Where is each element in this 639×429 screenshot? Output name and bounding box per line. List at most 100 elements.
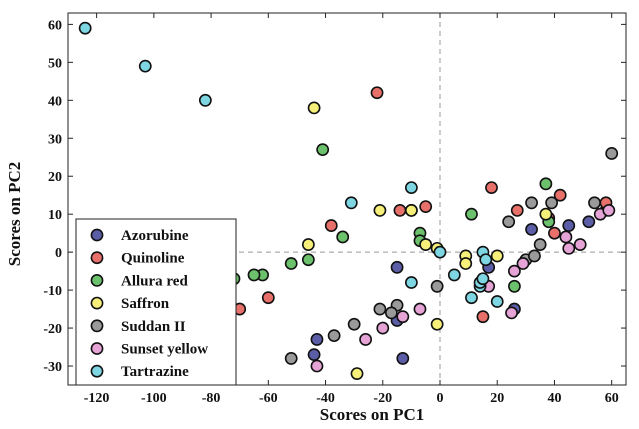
legend-marker <box>90 296 104 310</box>
data-point <box>301 253 315 267</box>
series-saffron <box>301 101 553 381</box>
y-tick-label: 60 <box>48 18 62 33</box>
x-tick-label: 40 <box>547 391 561 406</box>
data-point <box>404 181 418 195</box>
x-tick-label: -120 <box>84 391 110 406</box>
data-point <box>539 177 553 191</box>
y-tick-label: 10 <box>48 208 62 223</box>
data-point <box>605 147 619 160</box>
x-tick-label: 60 <box>605 391 619 406</box>
x-tick-label: -60 <box>259 391 278 406</box>
data-point <box>301 238 315 251</box>
data-point <box>516 257 530 270</box>
data-point <box>553 188 567 202</box>
data-point <box>573 238 587 251</box>
data-point <box>525 196 538 210</box>
series-suddan-ii <box>284 147 619 365</box>
legend-label: Saffron <box>121 296 170 312</box>
data-point <box>433 245 447 259</box>
data-point <box>324 219 338 232</box>
legend-label: Azorubine <box>121 228 189 244</box>
data-point <box>307 348 321 362</box>
data-point <box>545 196 558 210</box>
data-point <box>316 143 330 157</box>
data-point <box>376 321 390 335</box>
data-point <box>310 333 324 346</box>
data-point <box>562 219 576 232</box>
x-tick-label: 20 <box>490 391 504 406</box>
data-point <box>344 196 358 210</box>
data-point <box>465 291 478 305</box>
data-point <box>508 264 521 278</box>
data-point <box>430 279 444 293</box>
data-point <box>310 359 324 373</box>
y-axis-title: Scores on PC2 <box>5 162 24 267</box>
y-tick-label: -20 <box>43 322 62 337</box>
data-point <box>476 272 490 286</box>
data-point <box>284 257 298 270</box>
x-tick-label: -20 <box>373 391 392 406</box>
data-point <box>525 222 538 236</box>
data-point <box>390 260 404 274</box>
data-point <box>430 317 444 331</box>
data-point <box>327 329 341 343</box>
y-tick-label: 50 <box>48 56 62 71</box>
y-tick-label: 0 <box>55 246 62 261</box>
data-point <box>419 200 433 213</box>
data-point <box>307 101 321 115</box>
data-point <box>138 59 152 73</box>
data-point <box>359 333 372 346</box>
data-point <box>78 21 92 35</box>
series-tartrazine <box>78 21 504 308</box>
data-point <box>396 310 410 324</box>
data-point <box>528 249 541 263</box>
data-point <box>404 276 418 289</box>
legend-label: Tartrazine <box>121 364 189 380</box>
x-tick-label: 0 <box>437 391 444 406</box>
data-point <box>465 207 478 221</box>
data-point <box>384 306 398 320</box>
data-point <box>490 249 504 263</box>
series-allura-red <box>227 143 556 293</box>
data-point <box>476 310 490 324</box>
legend-marker <box>90 364 104 378</box>
data-point <box>490 295 504 308</box>
legend-marker <box>90 342 104 355</box>
data-point <box>350 367 364 381</box>
legend-marker <box>90 319 104 333</box>
data-point <box>370 86 384 100</box>
x-tick-label: -100 <box>141 391 167 406</box>
data-point <box>336 230 350 244</box>
data-point <box>413 302 427 316</box>
data-point <box>533 238 547 251</box>
y-tick-label: -30 <box>43 360 62 375</box>
data-point <box>459 257 473 270</box>
data-point <box>347 317 361 331</box>
data-point <box>419 238 433 251</box>
data-point <box>548 226 561 240</box>
data-point <box>559 230 573 244</box>
series-sunset-yellow <box>310 203 616 373</box>
legend: Azorubine Quinoline Allura red Saffron Sudda… <box>75 218 237 386</box>
data-point <box>505 306 518 320</box>
legend-label: Quinoline <box>121 251 185 267</box>
data-point <box>562 241 576 255</box>
data-point <box>485 181 498 195</box>
y-tick-label: 40 <box>48 94 62 109</box>
x-axis-title: Scores on PC1 <box>320 405 425 424</box>
data-point <box>602 203 616 217</box>
data-point <box>373 302 387 316</box>
legend-marker <box>90 273 104 287</box>
data-point <box>393 203 407 217</box>
data-points <box>78 21 619 381</box>
data-point <box>508 279 521 293</box>
legend-marker <box>90 251 104 265</box>
legend-label: Allura red <box>121 273 188 289</box>
x-tick-label: -40 <box>316 391 335 406</box>
data-point <box>502 215 516 229</box>
y-tick-label: 30 <box>48 132 62 147</box>
data-point <box>373 203 387 217</box>
x-tick-label: -80 <box>202 391 221 406</box>
legend-label: Sunset yellow <box>121 342 208 358</box>
